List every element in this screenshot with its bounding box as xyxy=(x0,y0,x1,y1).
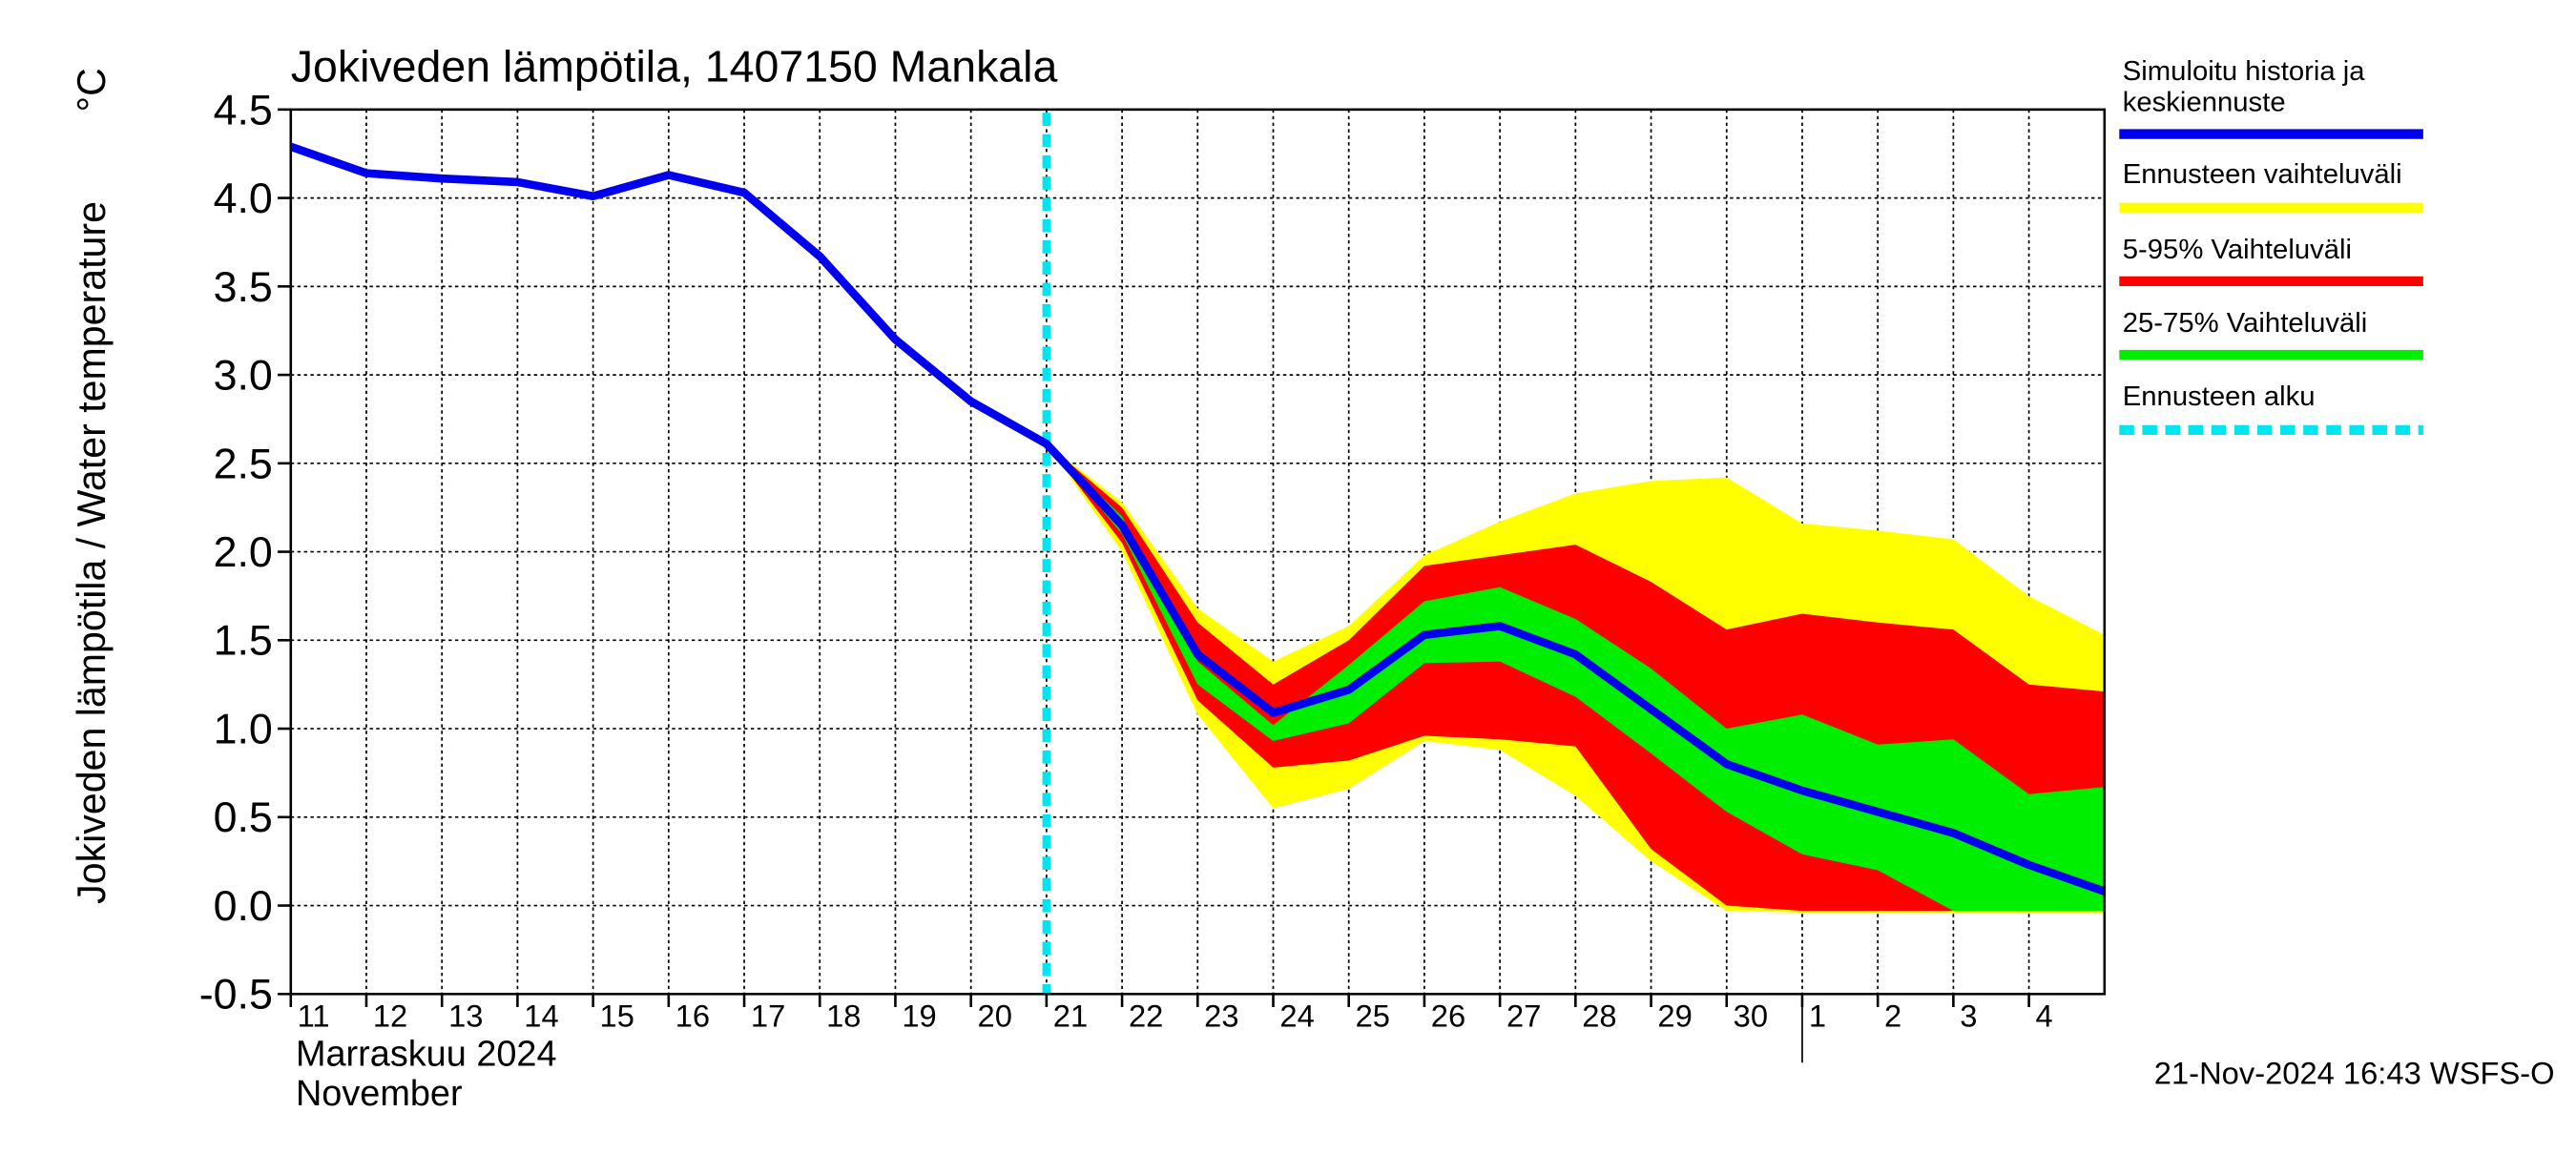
y-tick-label: -0.5 xyxy=(199,972,273,1019)
x-tick-label: 17 xyxy=(751,999,785,1034)
x-tick-label: 18 xyxy=(826,999,861,1034)
line xyxy=(289,142,2107,896)
x-tick-label: 28 xyxy=(1582,999,1616,1034)
x-tick-label: 24 xyxy=(1279,999,1314,1034)
x-axis-label: Marraskuu 2024 xyxy=(296,1035,557,1075)
x-tick-label: 29 xyxy=(1657,999,1692,1034)
x-tick-label: 26 xyxy=(1431,999,1465,1034)
timestamp: 21-Nov-2024 16:43 WSFS-O xyxy=(2154,1056,2555,1091)
legend-label: Ennusteen alku xyxy=(2122,381,2316,413)
x-tick-label: 20 xyxy=(978,999,1012,1034)
x-tick-label: 2 xyxy=(1884,999,1901,1034)
x-tick-label: 13 xyxy=(448,999,483,1034)
x-tick-label: 23 xyxy=(1204,999,1238,1034)
x-tick-label: 4 xyxy=(2035,999,2052,1034)
y-tick-label: 2.5 xyxy=(214,441,273,487)
y-tick-label: 4.5 xyxy=(214,87,273,134)
y-tick-label: 3.5 xyxy=(214,264,273,311)
x-tick-label: 16 xyxy=(675,999,710,1034)
y-axis-label: Jokiveden lämpötila / Water temperature xyxy=(70,201,114,904)
x-tick-label: 11 xyxy=(298,999,330,1034)
y-unit: °C xyxy=(70,68,114,112)
x-tick-label: 27 xyxy=(1506,999,1541,1034)
x-tick-label: 1 xyxy=(1809,999,1826,1034)
x-tick-label: 22 xyxy=(1129,999,1163,1034)
legend-label: 25-75% Vaihteluväli xyxy=(2122,307,2368,339)
legend-label: Simuloitu historia ja keskiennuste xyxy=(2122,55,2365,118)
y-tick-label: 1.0 xyxy=(214,707,273,753)
x-tick-label: 30 xyxy=(1734,999,1768,1034)
legend-label: 5-95% Vaihteluväli xyxy=(2122,234,2353,265)
y-tick-label: 1.5 xyxy=(214,618,273,665)
band xyxy=(1046,443,2105,912)
chart-title: Jokiveden lämpötila, 1407150 Mankala xyxy=(291,42,1058,92)
y-tick-label: 4.0 xyxy=(214,175,273,222)
x-tick-label: 25 xyxy=(1356,999,1390,1034)
plot-frame xyxy=(289,108,2107,996)
y-tick-label: 0.5 xyxy=(214,794,273,841)
x-tick-label: 3 xyxy=(1960,999,1977,1034)
y-tick-label: 0.0 xyxy=(214,883,273,930)
x-tick-label: 14 xyxy=(524,999,558,1034)
x-tick-label: 12 xyxy=(373,999,407,1034)
x-tick-label: 19 xyxy=(902,999,936,1034)
y-tick-label: 2.0 xyxy=(214,529,273,576)
x-tick-label: 15 xyxy=(600,999,634,1034)
x-tick-label: 21 xyxy=(1053,999,1088,1034)
legend-label: Ennusteen vaihteluväli xyxy=(2122,158,2402,190)
y-tick-label: 3.0 xyxy=(214,353,273,400)
x-axis-label: November xyxy=(296,1074,463,1114)
